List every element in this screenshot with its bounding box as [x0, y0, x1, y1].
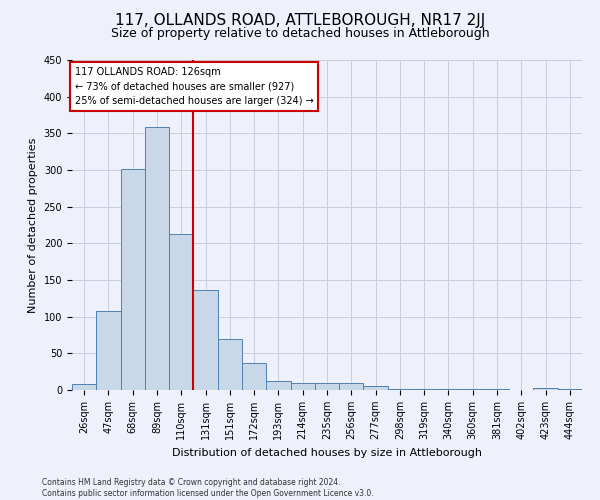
Bar	[218, 338, 242, 390]
Text: Size of property relative to detached houses in Attleborough: Size of property relative to detached ho…	[110, 28, 490, 40]
Bar	[145, 126, 169, 390]
Bar	[96, 311, 121, 390]
Bar	[339, 384, 364, 390]
Bar	[169, 234, 193, 390]
Y-axis label: Number of detached properties: Number of detached properties	[28, 138, 38, 312]
Bar	[242, 363, 266, 390]
Bar	[315, 384, 339, 390]
Bar	[364, 386, 388, 390]
Bar	[290, 382, 315, 390]
Bar	[121, 168, 145, 390]
Text: 117, OLLANDS ROAD, ATTLEBOROUGH, NR17 2JJ: 117, OLLANDS ROAD, ATTLEBOROUGH, NR17 2J…	[115, 12, 485, 28]
Text: 117 OLLANDS ROAD: 126sqm
← 73% of detached houses are smaller (927)
25% of semi-: 117 OLLANDS ROAD: 126sqm ← 73% of detach…	[74, 66, 313, 106]
Bar	[193, 290, 218, 390]
Bar	[388, 388, 412, 390]
Bar	[533, 388, 558, 390]
X-axis label: Distribution of detached houses by size in Attleborough: Distribution of detached houses by size …	[172, 448, 482, 458]
Text: Contains HM Land Registry data © Crown copyright and database right 2024.
Contai: Contains HM Land Registry data © Crown c…	[42, 478, 374, 498]
Bar	[72, 384, 96, 390]
Bar	[266, 381, 290, 390]
